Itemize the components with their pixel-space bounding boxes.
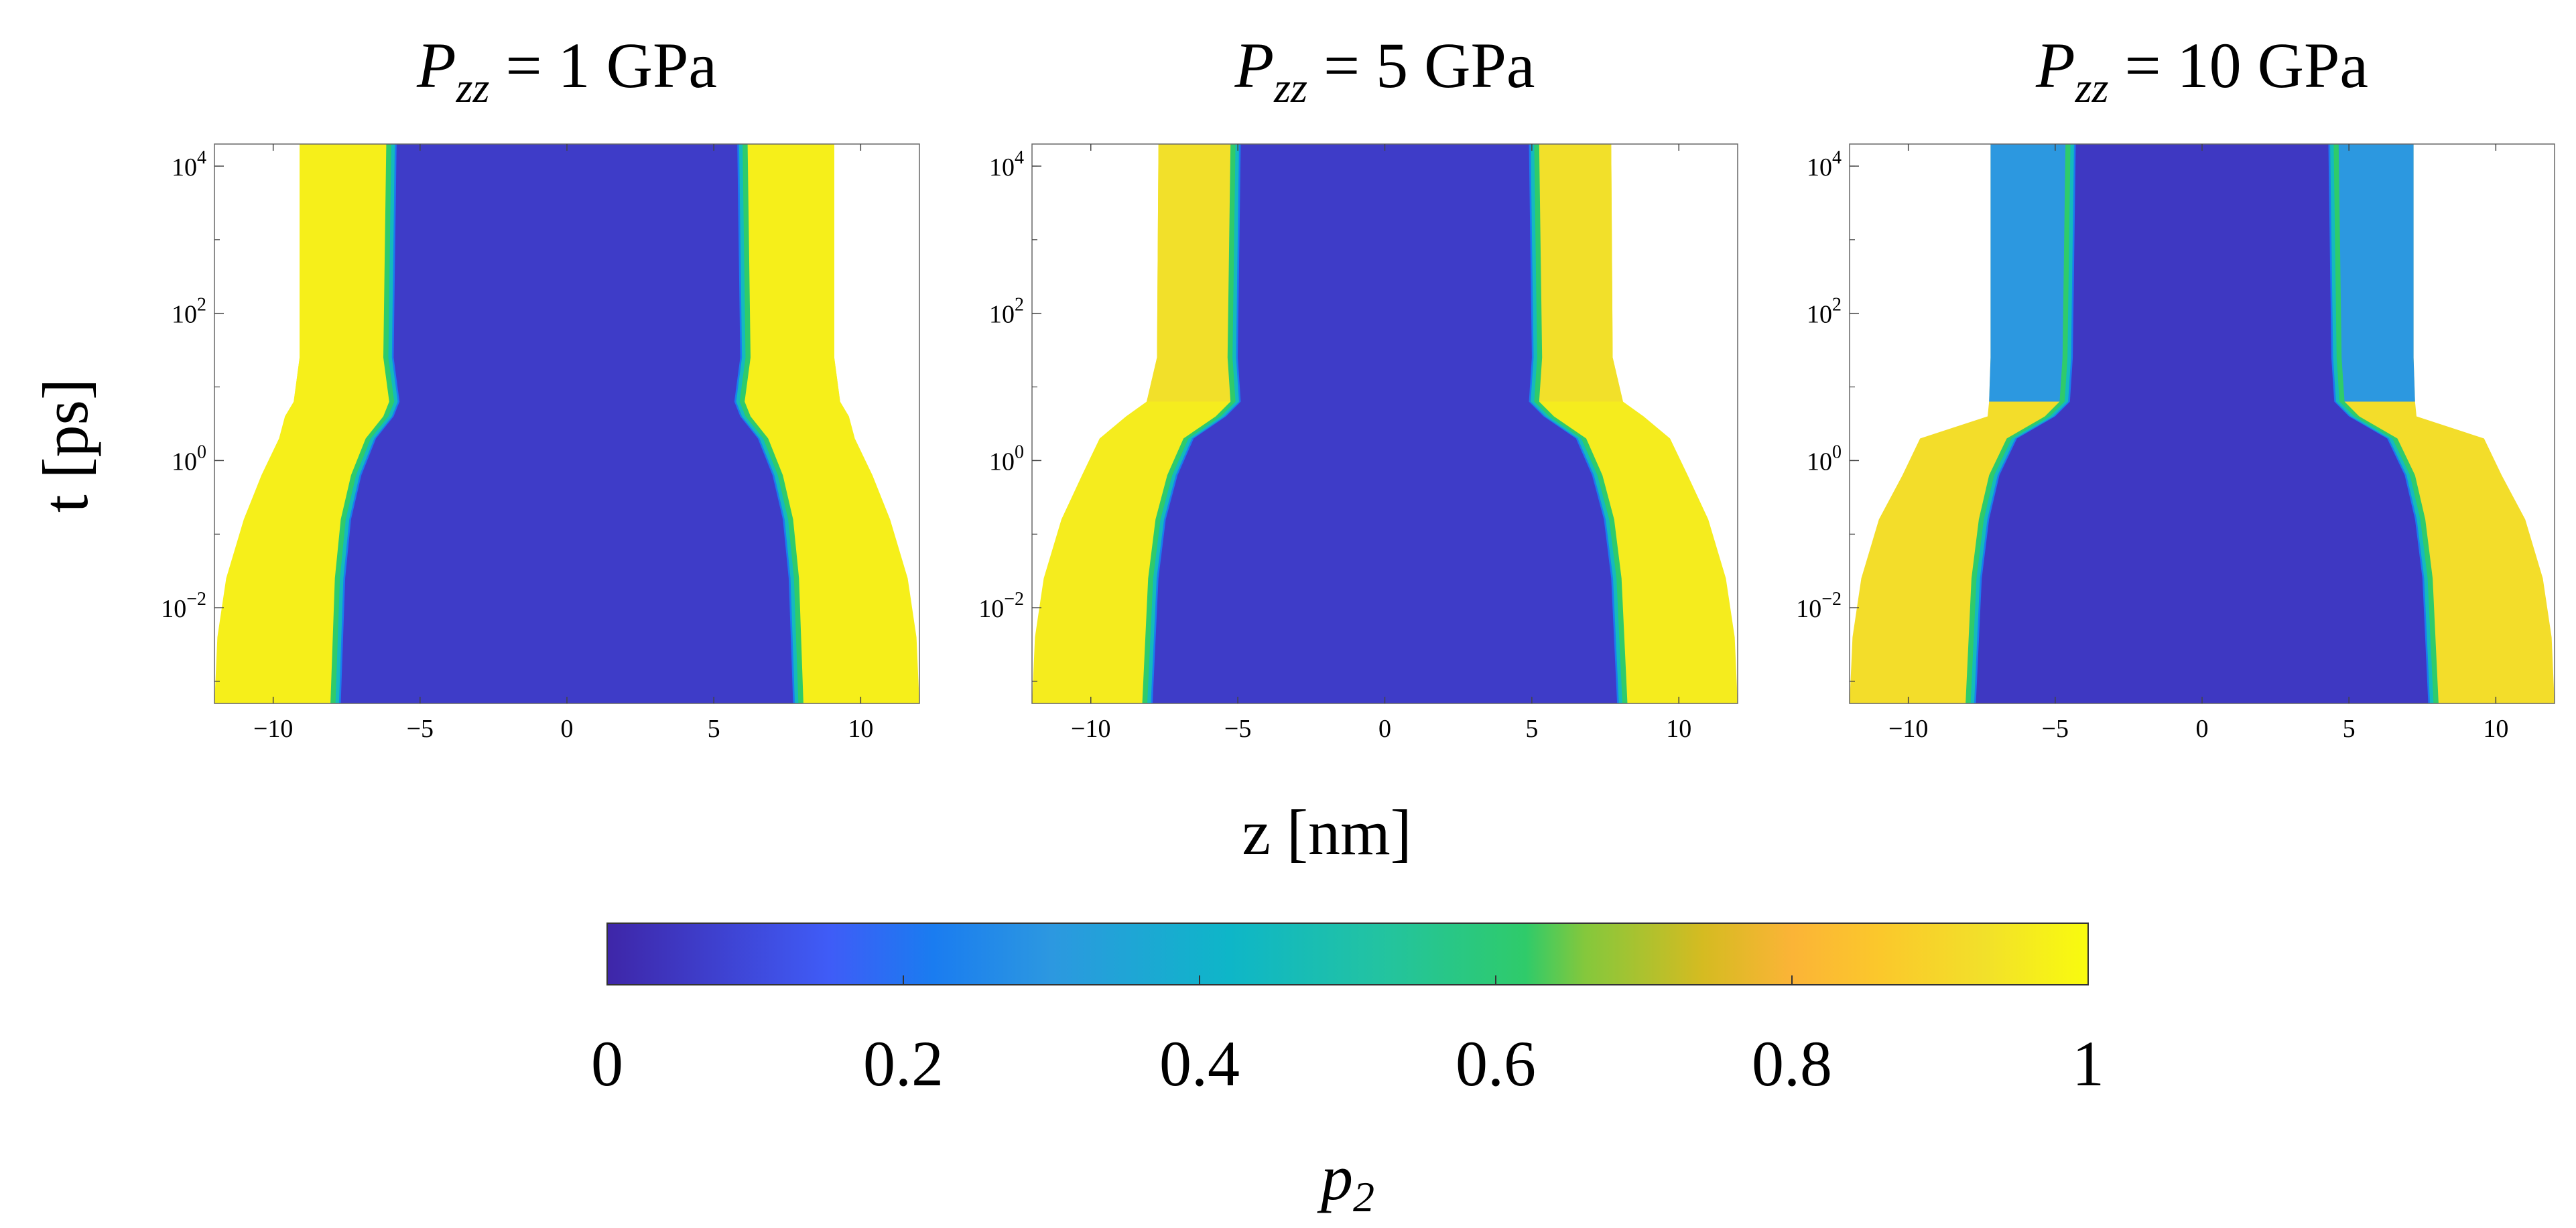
- x-tick-label: 10: [1666, 715, 1691, 743]
- y-tick-label: 104: [989, 147, 1024, 182]
- colorbar-tick-label: 0: [591, 1028, 623, 1099]
- colorbar-tick-label: 1: [2072, 1028, 2104, 1099]
- colorbar-tick-label: 0.8: [1752, 1028, 1832, 1099]
- x-tick-label: 0: [1378, 715, 1391, 743]
- core-region: [1976, 144, 2429, 703]
- colorbar-label: p2: [1317, 1142, 1374, 1221]
- y-tick-label: 102: [989, 295, 1024, 329]
- panel-title: Pzz = 5 GPa: [1234, 29, 1535, 111]
- x-tick-label: −10: [1888, 715, 1928, 743]
- x-tick-label: 0: [2196, 715, 2209, 743]
- x-tick-label: 10: [2483, 715, 2508, 743]
- y-tick-label: 10−2: [161, 589, 206, 623]
- panel-title: Pzz = 1 GPa: [416, 29, 717, 111]
- y-tick-label: 100: [172, 441, 206, 476]
- x-axis-label: z [nm]: [1242, 797, 1411, 868]
- colorbar: 0 0.2 0.4 0.6 0.8 1 p2: [591, 923, 2104, 1221]
- x-tick-label: 5: [1525, 715, 1538, 743]
- x-tick-label: −5: [1224, 715, 1251, 743]
- panel-title: Pzz = 10 GPa: [2035, 29, 2368, 111]
- colorbar-scale: [606, 923, 2089, 985]
- x-tick-label: 0: [561, 715, 574, 743]
- y-tick-label: 100: [1807, 441, 1842, 476]
- colorbar-tick-label: 0.6: [1456, 1028, 1536, 1099]
- y-tick-label: 102: [1807, 295, 1842, 329]
- x-tick-label: −10: [1071, 715, 1110, 743]
- panel-3: −10 −5 0 5 10 10−2 100 102 104 Pzz = 10 GPa: [1796, 29, 2555, 743]
- y-tick-label: 10−2: [978, 589, 1024, 623]
- x-tick-label: 10: [848, 715, 873, 743]
- panel-1: −10 −5 0 5 10 10−2 100 102 104 Pzz = 1 GPa: [161, 29, 920, 743]
- y-tick-label: 10−2: [1796, 589, 1842, 623]
- y-tick-label: 100: [989, 441, 1024, 476]
- colorbar-tick-label: 0.4: [1159, 1028, 1240, 1099]
- panel-2: −10 −5 0 5 10 10−2 100 102 104 Pzz = 5 GPa: [978, 29, 1738, 743]
- core-region: [340, 144, 793, 703]
- x-tick-label: 5: [708, 715, 720, 743]
- x-tick-label: 5: [2343, 715, 2356, 743]
- x-tick-label: −5: [2042, 715, 2069, 743]
- y-axis-label: t [ps]: [29, 379, 101, 513]
- x-tick-label: −5: [407, 715, 434, 743]
- core-region: [1152, 144, 1618, 703]
- x-tick-label: −10: [253, 715, 293, 743]
- y-tick-label: 104: [1807, 147, 1842, 182]
- colorbar-tick-label: 0.2: [863, 1028, 944, 1099]
- y-tick-label: 102: [172, 295, 206, 329]
- y-tick-label: 104: [172, 147, 206, 182]
